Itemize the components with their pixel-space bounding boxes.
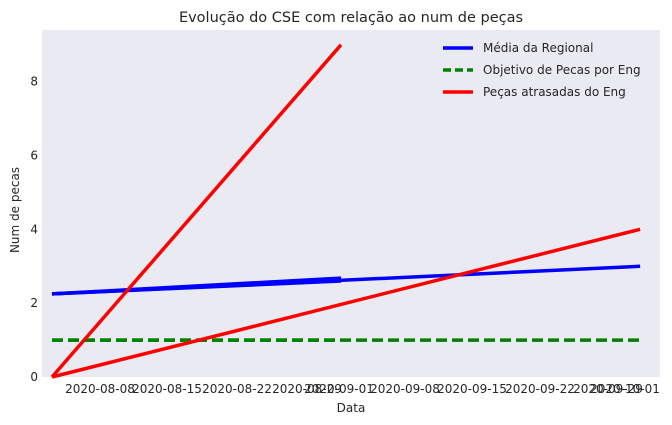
series-line-0-segment-2 [51,264,641,296]
chart-title: Evolução do CSE com relação ao num de pe… [179,10,523,26]
series-line-2-segment-0 [50,43,343,379]
y-tick-label: 2 [30,296,38,310]
x-tick-label: 2020-08-22 [202,382,272,396]
x-tick-label: 2020-08-29 [272,382,342,396]
x-tick-label: 2020-09-01 [304,382,374,396]
x-tick-label: 2020-09-15 [437,382,507,396]
legend-label: Peças atrasadas do Eng [483,85,626,99]
series-line-2-segment-1 [51,227,641,379]
plot-area [42,30,660,377]
x-tick-label: 2020-08-08 [65,382,135,396]
x-tick-label: 2020-09-22 [505,382,575,396]
x-axis-label: Data [337,401,366,415]
x-tick-label: 2020-09-08 [370,382,440,396]
y-axis-label: Num de pecas [8,167,22,253]
legend-label: Objetivo de Pecas por Eng [483,63,641,77]
y-tick-label: 4 [30,222,38,236]
series-layer [50,43,641,379]
x-tick-label: 2020-10-01 [590,382,660,396]
legend-label: Média da Regional [483,41,593,55]
y-tick-label: 8 [30,75,38,89]
x-tick-label: 2020-08-15 [132,382,202,396]
legend: Média da Regional Objetivo de Pecas por E… [443,41,641,99]
x-tick-label: 2020-09-29 [573,382,643,396]
y-tick-label: 0 [30,370,38,384]
y-axis-ticks: 0 2 4 6 8 [30,75,38,384]
y-tick-label: 6 [30,149,38,163]
